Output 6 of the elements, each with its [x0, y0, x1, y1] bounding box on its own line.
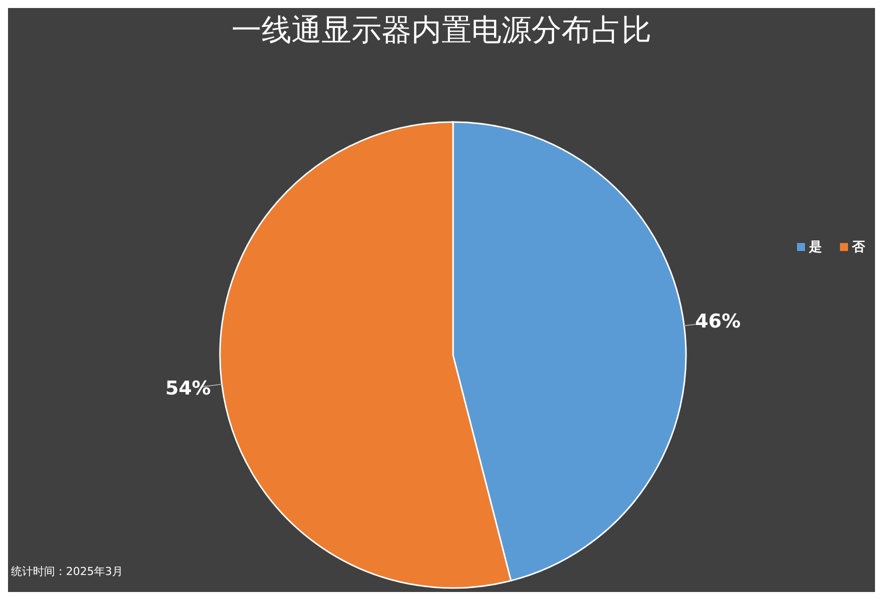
data-label: 46%	[695, 310, 741, 333]
data-label: 54%	[165, 377, 211, 400]
text: 统计时间：2025年3月	[11, 564, 123, 580]
chart-title: 一线通显示器内置电源分布占比	[230, 12, 652, 50]
legend-label: 否	[852, 239, 865, 256]
legend-label: 是	[809, 239, 822, 256]
